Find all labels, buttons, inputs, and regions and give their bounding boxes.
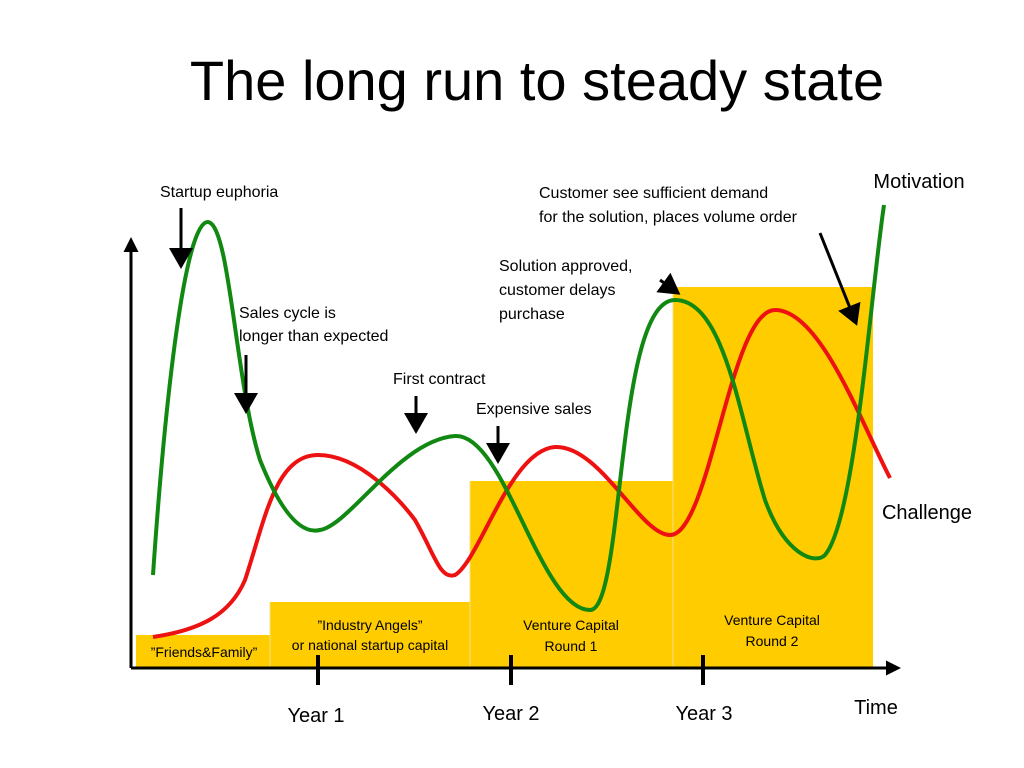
funding-label: ”Friends&Family” [151,644,258,660]
arrow [818,232,861,326]
funding-label: Venture Capital [724,612,820,628]
arrow [656,272,681,295]
curve-label: Challenge [882,502,972,524]
challenge-curve [152,307,892,639]
annotation: purchase [499,306,565,323]
year-label: Year 2 [482,703,539,725]
funding-label: Venture Capital [523,617,619,633]
annotation: Startup euphoria [160,184,278,201]
annotation: Sales cycle is [239,305,336,322]
funding-label: or national startup capital [292,637,448,653]
annotation: Expensive sales [476,401,592,418]
axis-label: Time [854,697,898,719]
annotation: longer than expected [239,328,388,345]
year-label: Year 3 [675,703,732,725]
annotation: customer delays [499,282,616,299]
funding-box [136,635,270,668]
annotation: Solution approved, [499,258,632,275]
year-label: Year 1 [287,705,344,727]
funding-label: Round 2 [746,633,799,649]
funding-label: ”Industry Angels” [317,617,422,633]
annotation: First contract [393,371,486,388]
title: The long run to steady state [190,49,884,112]
funding-label: Round 1 [545,638,598,654]
curve-label: Motivation [873,171,964,193]
motivation-curve [151,204,886,613]
funding-box [270,602,470,668]
annotation: Customer see sufficient demand [539,185,768,202]
annotation: for the solution, places volume order [539,209,798,226]
